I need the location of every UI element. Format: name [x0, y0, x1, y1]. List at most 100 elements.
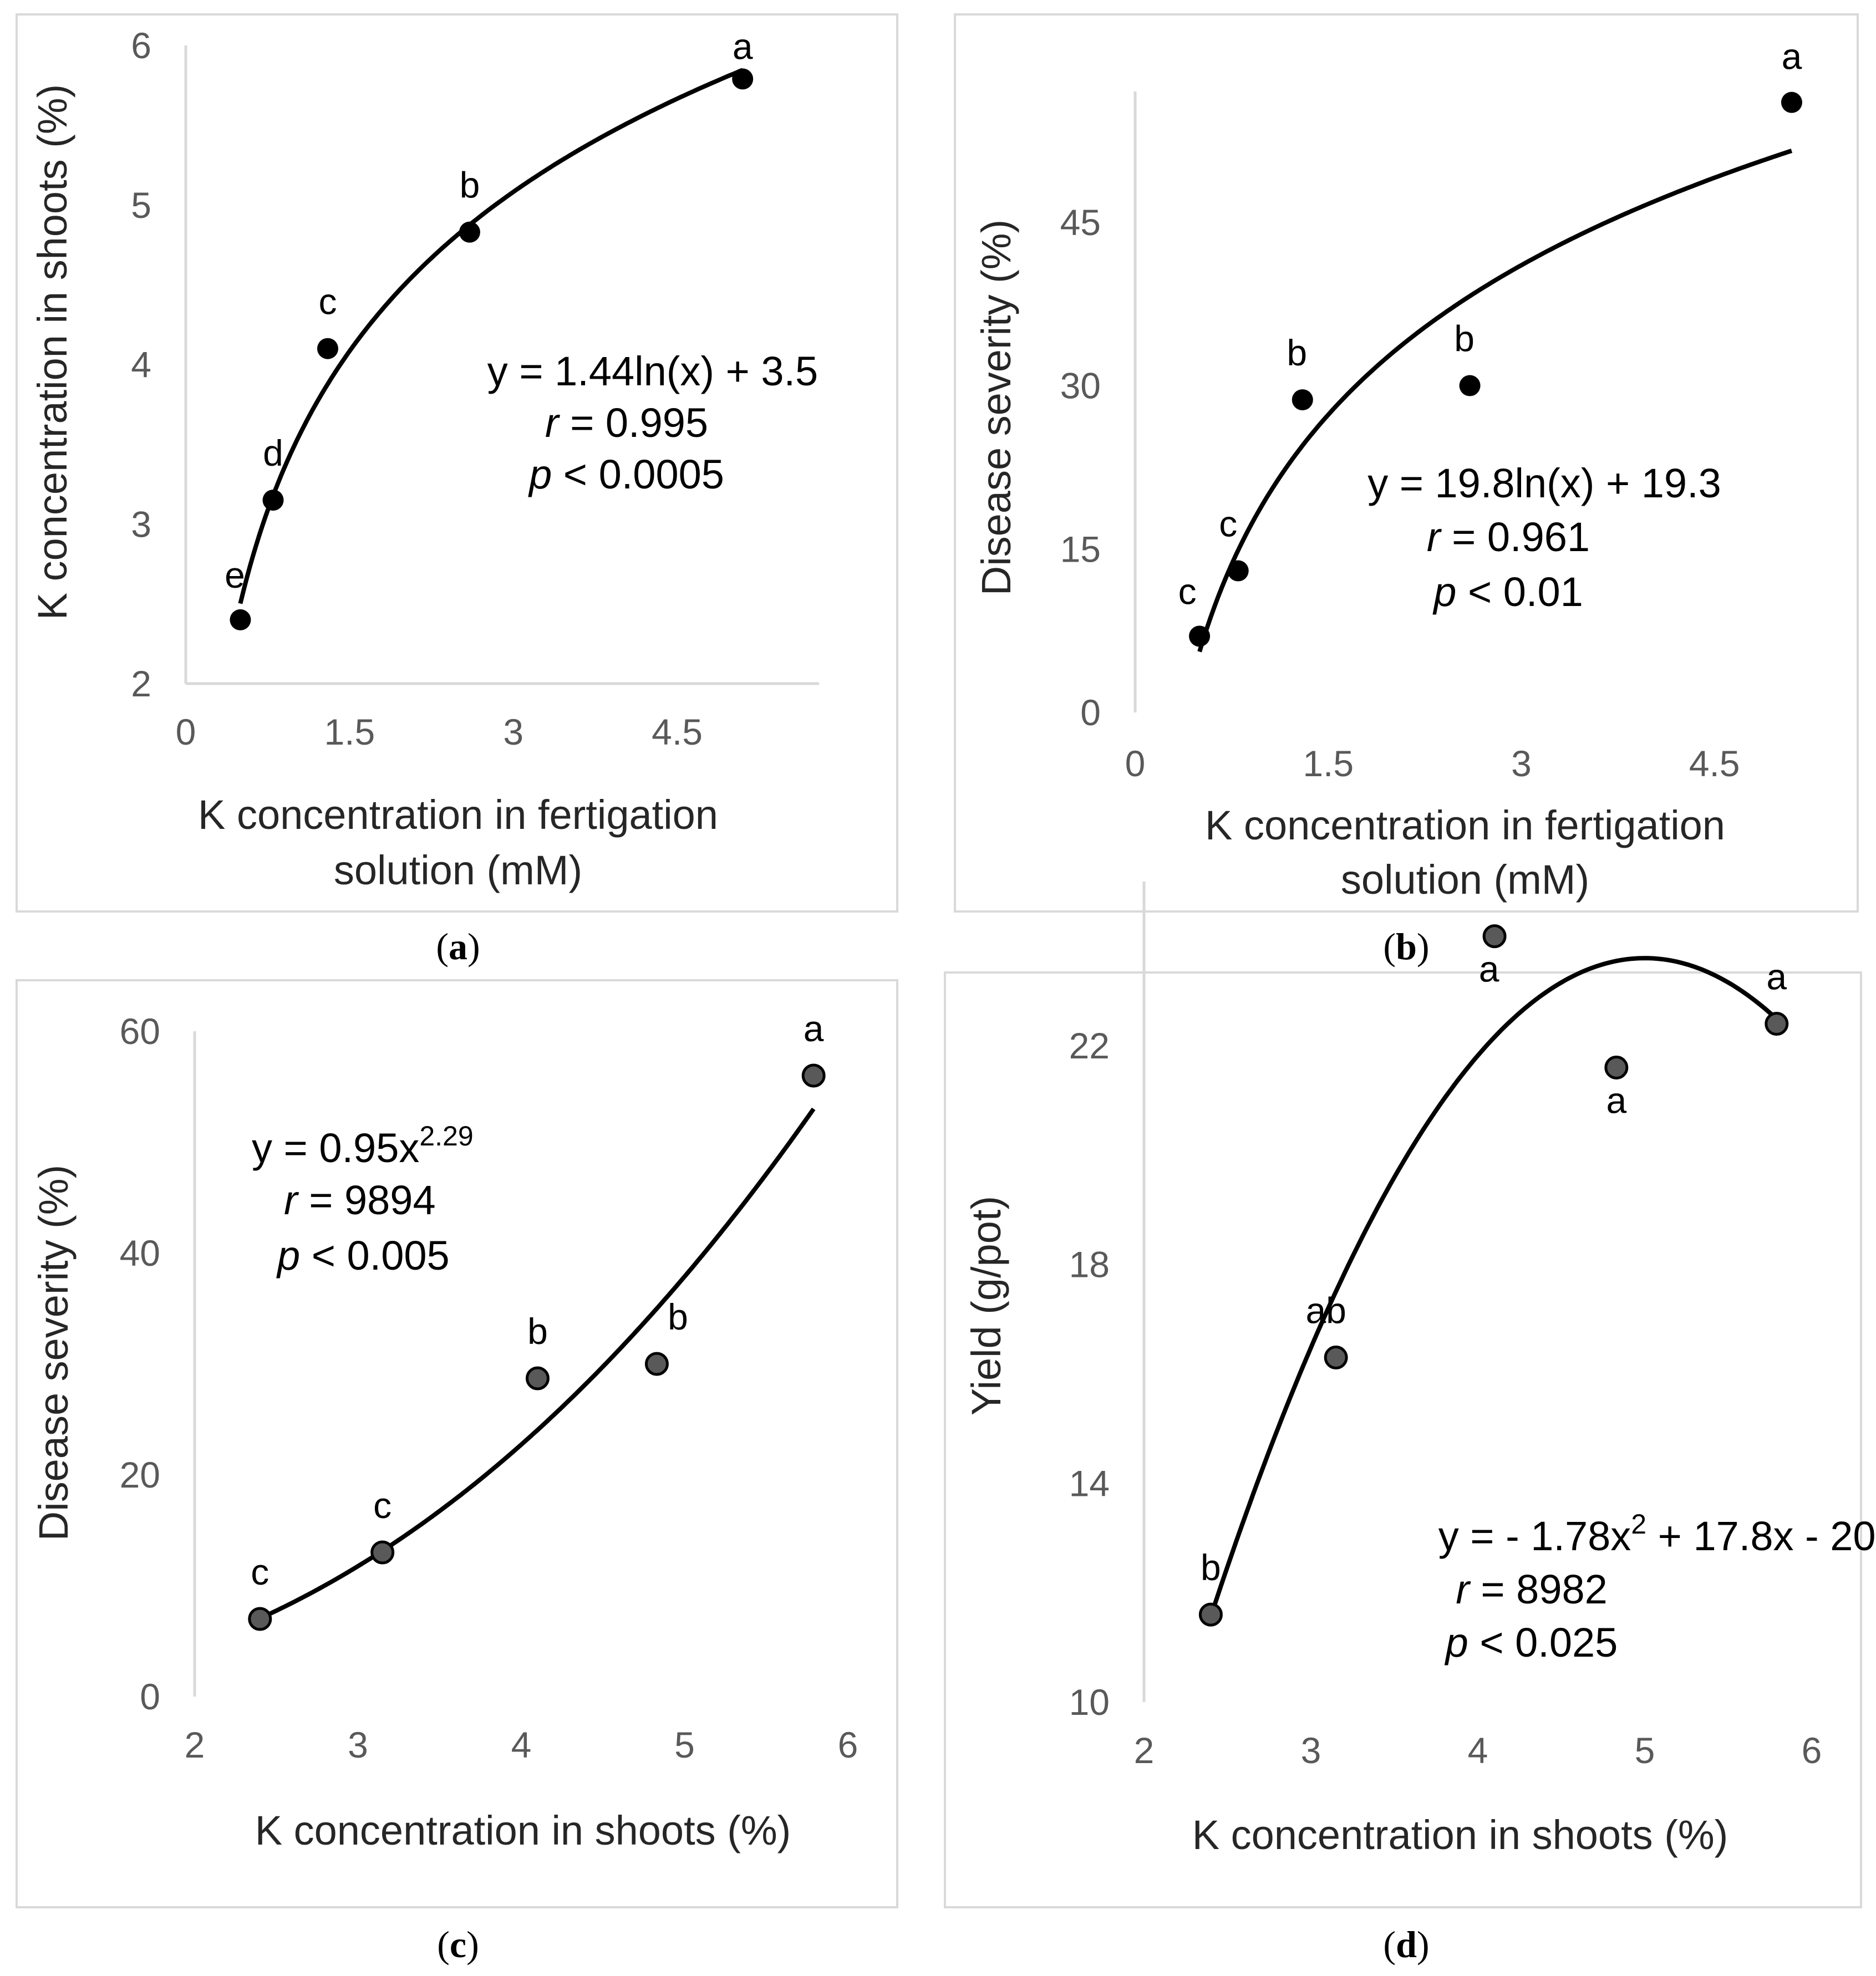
panel-b-data-point — [1189, 625, 1211, 647]
panel-d-significance-letter: ab — [1305, 1290, 1346, 1331]
panel-d-y-tick-label: 14 — [1069, 1463, 1110, 1504]
panel-c-equation-p: p < 0.005 — [276, 1233, 450, 1279]
panel-d-y-tick-label: 18 — [1069, 1244, 1110, 1285]
panel-b-significance-letter: b — [1287, 332, 1307, 373]
panel-d-x-tick-label: 3 — [1301, 1730, 1321, 1771]
panel-d-x-tick-label: 6 — [1802, 1730, 1822, 1771]
panel-b-y-tick-label: 0 — [1080, 692, 1101, 733]
panel-a-x-axis-title-line2: solution (mM) — [334, 847, 582, 893]
panel-a-significance-letter: e — [225, 554, 245, 595]
panel-d-x-tick-label: 5 — [1635, 1730, 1655, 1771]
panel-c-caption: (c) — [437, 1923, 479, 1965]
panel-c-data-point — [525, 1366, 550, 1391]
panel-d-significance-letter: a — [1766, 956, 1787, 997]
panel-b-y-tick-label: 45 — [1060, 202, 1101, 243]
panel-a-frame — [16, 13, 898, 913]
panel-d-y-axis-title: Yield (g/pot) — [963, 1196, 1009, 1415]
panel-c-x-axis-title: K concentration in shoots (%) — [255, 1807, 791, 1853]
panel-c-x-tick-label: 6 — [838, 1724, 858, 1765]
panel-c-equation: y = 0.95x2.29 r = 9894 p < 0.005 — [252, 1121, 474, 1279]
panel-b-significance-letter: c — [1219, 503, 1237, 544]
panel-d-equation-formula: y = - 1.78x2 + 17.8x - 20.9 — [1438, 1509, 1876, 1559]
panel-c-y-tick-label: 60 — [120, 1011, 160, 1052]
panel-a-equation: y = 1.44ln(x) + 3.5 r = 0.995 p < 0.0005 — [487, 348, 818, 497]
panel-c-data-point — [370, 1540, 395, 1565]
panel-b-equation-p: p < 0.01 — [1432, 569, 1583, 615]
panel-a-significance-letter: c — [318, 281, 337, 322]
panel-b-caption: (b) — [1383, 925, 1429, 967]
panel-b-ticks: 0 1.5 3 4.5 0 15 30 45 — [1060, 202, 1740, 784]
panel-a-data-point — [732, 68, 754, 90]
panel-b-data-point — [1781, 91, 1802, 113]
panel-d-significance-letter: a — [1479, 949, 1499, 990]
panel-a-data-point — [317, 338, 338, 359]
panel-a-data-point — [459, 221, 480, 243]
panel-d-ticks: 2 3 4 5 6 10 14 18 22 — [1069, 1025, 1822, 1771]
panel-b-x-axis-title-line1: K concentration in fertigation — [1205, 802, 1725, 848]
panel-a-points: e d c b a — [225, 26, 754, 630]
panel-b-significance-letter: a — [1782, 36, 1802, 77]
panel-b-data-point — [1227, 560, 1249, 582]
panel-d-y-tick-label: 10 — [1069, 1682, 1110, 1723]
panel-c-x-tick-label: 4 — [511, 1724, 532, 1765]
panel-a-x-tick-label: 4.5 — [652, 711, 703, 752]
panel-c-points: c c b b a — [248, 1008, 826, 1631]
panel-c-data-point — [248, 1607, 272, 1631]
panel-a-significance-letter: a — [733, 26, 753, 67]
panel-a-significance-letter: d — [263, 432, 283, 473]
panel-a-y-tick-label: 4 — [131, 344, 151, 385]
panel-d-significance-letter: b — [1201, 1547, 1221, 1588]
panel-a-data-point — [262, 490, 284, 511]
panel-c-y-tick-label: 20 — [120, 1454, 160, 1495]
panel-b-data-point — [1459, 375, 1481, 396]
panel-a-equation-r: r = 0.995 — [545, 400, 708, 446]
panel-a-y-axis-title: K concentration in shoots (%) — [29, 84, 75, 620]
panel-c-equation-formula: y = 0.95x2.29 — [252, 1121, 474, 1171]
panel-b-equation-r: r = 0.961 — [1427, 514, 1590, 560]
panel-b-y-axis-title: Disease severity (%) — [973, 220, 1019, 596]
panel-d: 2 3 4 5 6 10 14 18 22 b ab a a a Yield (g/pot) K con… — [944, 882, 1876, 1908]
panel-b-significance-letter: c — [1178, 571, 1197, 612]
panel-a-y-tick-label: 2 — [131, 663, 151, 704]
panel-b: 0 1.5 3 4.5 0 15 30 45 cc b b a Disease severity (… — [954, 13, 1859, 913]
panel-a-y-tick-label: 6 — [131, 25, 151, 66]
panel-a-x-tick-label: 1.5 — [324, 711, 375, 752]
panel-c-data-point — [801, 1063, 826, 1088]
panel-a-caption: (a) — [436, 925, 480, 967]
panel-b-x-tick-label: 1.5 — [1303, 743, 1354, 784]
panel-a-x-tick-label: 0 — [176, 711, 196, 752]
panel-a-data-point — [230, 609, 251, 630]
panel-a-equation-formula: y = 1.44ln(x) + 3.5 — [487, 348, 818, 394]
panel-d-y-tick-label: 22 — [1069, 1025, 1110, 1066]
panel-a: 0 1.5 3 4.5 2 3 4 5 6 e d c b a K concentration in s… — [16, 13, 898, 913]
panel-b-y-tick-label: 30 — [1060, 365, 1101, 406]
panel-a-y-tick-label: 3 — [131, 503, 151, 544]
panel-c-x-tick-label: 5 — [674, 1724, 695, 1765]
panel-d-equation-r: r = 8982 — [1456, 1566, 1608, 1612]
panel-a-fit-curve — [238, 68, 744, 604]
panel-d-equation: y = - 1.78x2 + 17.8x - 20.9 r = 8982 p <… — [1438, 1509, 1876, 1666]
panel-a-x-axis-title-line1: K concentration in fertigation — [198, 792, 718, 838]
panel-d-x-tick-label: 2 — [1134, 1730, 1155, 1771]
panel-b-frame — [954, 13, 1859, 913]
panel-b-x-tick-label: 4.5 — [1689, 743, 1740, 784]
panel-c-x-tick-label: 3 — [348, 1724, 368, 1765]
panel-c-fit-curve — [259, 1107, 816, 1621]
panel-b-x-tick-label: 3 — [1511, 743, 1532, 784]
panel-c-y-tick-label: 40 — [120, 1233, 160, 1274]
panel-b-equation-formula: y = 19.8ln(x) + 19.3 — [1367, 460, 1721, 506]
panel-d-equation-p: p < 0.025 — [1445, 1619, 1618, 1666]
panel-d-frame — [944, 971, 1862, 1908]
panel-c-frame — [16, 979, 898, 1908]
panel-d-data-point — [1482, 924, 1507, 949]
panel-b-x-axis-title-line2: solution (mM) — [1341, 857, 1589, 903]
panel-b-data-point — [1292, 389, 1313, 411]
panel-c-significance-letter: b — [527, 1311, 548, 1352]
panel-b-points: cc b b a — [1178, 36, 1802, 647]
panel-d-data-point — [1604, 1055, 1629, 1079]
panel-c-significance-letter: c — [251, 1551, 269, 1592]
panel-d-data-point — [1765, 1012, 1789, 1036]
panel-d-x-tick-label: 4 — [1468, 1730, 1488, 1771]
